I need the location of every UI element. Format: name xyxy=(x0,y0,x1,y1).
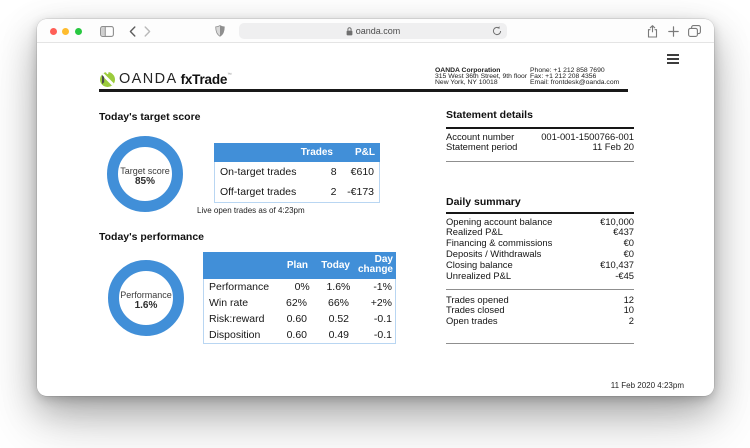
forward-button[interactable] xyxy=(142,19,153,43)
company-contact-block: Phone: +1 212 858 7690 Fax: +1 212 208 4… xyxy=(530,66,620,87)
column-header-pnl: P&L xyxy=(355,147,375,158)
target-score-donut-label: Target score xyxy=(120,166,170,176)
shield-icon xyxy=(214,25,225,37)
table-row: Win rate 62% 66% +2% xyxy=(209,296,392,309)
company-fax: Fax: +1 212 208 4356 xyxy=(530,72,597,80)
detail-row: Account number 001-001-1500766-001 xyxy=(446,130,634,142)
target-trades-table: Trades P&L On-target trades 8 €610 Off-t… xyxy=(214,143,380,203)
performance-table-header: Plan Today Day change xyxy=(203,251,396,279)
company-email: Email: frontdesk@oanda.com xyxy=(530,78,620,86)
summary-row: Closing balance €10,437 xyxy=(446,258,634,270)
divider xyxy=(446,343,634,344)
share-icon xyxy=(647,24,658,38)
reload-button[interactable] xyxy=(492,26,502,36)
back-button[interactable] xyxy=(127,19,138,43)
performance-table: Plan Today Day change Performance 0% 1.6… xyxy=(203,251,396,344)
performance-donut-value: 1.6% xyxy=(134,299,158,311)
column-header-trades: Trades xyxy=(300,147,333,158)
company-phone: Phone: +1 212 858 7690 xyxy=(530,66,605,74)
summary-row: Financing & commissions €0 xyxy=(446,237,634,249)
divider xyxy=(446,160,634,162)
plus-icon xyxy=(667,25,679,37)
header-divider xyxy=(99,88,628,92)
divider xyxy=(446,211,634,214)
company-address-block: OANDA Corporation 315 West 36th Street, … xyxy=(435,66,528,87)
lock-icon xyxy=(346,26,353,36)
column-header-day-change: Day change xyxy=(357,253,393,275)
close-window-button[interactable] xyxy=(49,28,57,35)
target-score-donut: Target score 85% xyxy=(107,136,183,212)
trademark-symbol: ™ xyxy=(227,72,232,77)
summary-row: Trades closed 10 xyxy=(446,304,634,316)
browser-window: oanda.com xyxy=(37,19,714,396)
oanda-logo-icon xyxy=(100,71,115,87)
table-row: Performance 0% 1.6% -1% xyxy=(209,280,392,293)
divider xyxy=(446,289,634,290)
statement-details-rows: Account number 001-001-1500766-001 State… xyxy=(446,130,634,154)
address-bar[interactable]: oanda.com xyxy=(239,23,507,39)
company-name: OANDA Corporation xyxy=(435,66,501,74)
hamburger-icon xyxy=(667,54,679,56)
summary-row: Open trades 2 xyxy=(446,315,634,327)
zoom-window-button[interactable] xyxy=(74,28,82,35)
target-score-title: Today's target score xyxy=(99,110,201,123)
summary-row: Opening account balance €10,000 xyxy=(446,215,634,227)
logo-product-text: fxTrade xyxy=(180,71,228,87)
page-content: OANDA fxTrade ™ OANDA Corporation 315 We… xyxy=(37,43,714,395)
table-row: Risk:reward 0.60 0.52 -0.1 xyxy=(209,312,392,325)
sidebar-toggle-button[interactable] xyxy=(99,19,114,43)
logo-brand-text: OANDA xyxy=(119,71,178,87)
privacy-report-button[interactable] xyxy=(213,19,226,43)
tabs-icon xyxy=(687,25,701,37)
sidebar-icon xyxy=(99,25,114,37)
reload-icon xyxy=(492,26,502,36)
share-button[interactable] xyxy=(646,19,659,43)
minimize-window-button[interactable] xyxy=(62,28,69,35)
summary-row: Deposits / Withdrawals €0 xyxy=(446,248,634,260)
daily-summary-trade-rows: Trades opened 12 Trades closed 10 Open t… xyxy=(446,293,634,328)
url-text: oanda.com xyxy=(355,26,401,36)
table-row: On-target trades 8 €610 xyxy=(220,166,374,178)
target-trades-table-header: Trades P&L xyxy=(214,143,380,162)
table-row: Off-target trades 2 -€173 xyxy=(220,186,374,198)
detail-row: Statement period 11 Feb 20 xyxy=(446,141,634,153)
oanda-logo: OANDA fxTrade ™ xyxy=(100,71,232,87)
chevron-left-icon xyxy=(129,25,136,37)
live-trades-caption: Live open trades as of 4:23pm xyxy=(197,205,305,215)
new-tab-button[interactable] xyxy=(667,19,679,43)
summary-row: Unrealized P&L -€45 xyxy=(446,269,634,281)
column-header-plan: Plan xyxy=(286,259,308,271)
daily-summary-title: Daily summary xyxy=(446,195,521,208)
report-timestamp: 11 Feb 2020 4:23pm xyxy=(610,380,684,390)
performance-donut: Performance 1.6% xyxy=(108,259,184,336)
daily-summary-balance-rows: Opening account balance €10,000 Realized… xyxy=(446,215,634,282)
performance-donut-label: Performance xyxy=(120,289,172,300)
target-score-donut-value: 85% xyxy=(134,176,155,187)
company-address-line1: 315 West 36th Street, 9th floor xyxy=(435,72,528,80)
browser-toolbar: oanda.com xyxy=(37,19,714,43)
company-address-line2: New York, NY 10018 xyxy=(435,78,498,86)
table-row: Disposition 0.60 0.49 -0.1 xyxy=(209,328,392,341)
statement-details-title: Statement details xyxy=(446,109,533,121)
page-menu-button[interactable] xyxy=(667,54,679,64)
summary-row: Trades opened 12 xyxy=(446,293,634,305)
tab-overview-button[interactable] xyxy=(687,19,701,43)
divider xyxy=(446,126,634,129)
column-header-today: Today xyxy=(321,259,350,271)
performance-title: Today's performance xyxy=(99,231,204,243)
chevron-right-icon xyxy=(144,25,151,37)
summary-row: Realized P&L €437 xyxy=(446,226,634,238)
